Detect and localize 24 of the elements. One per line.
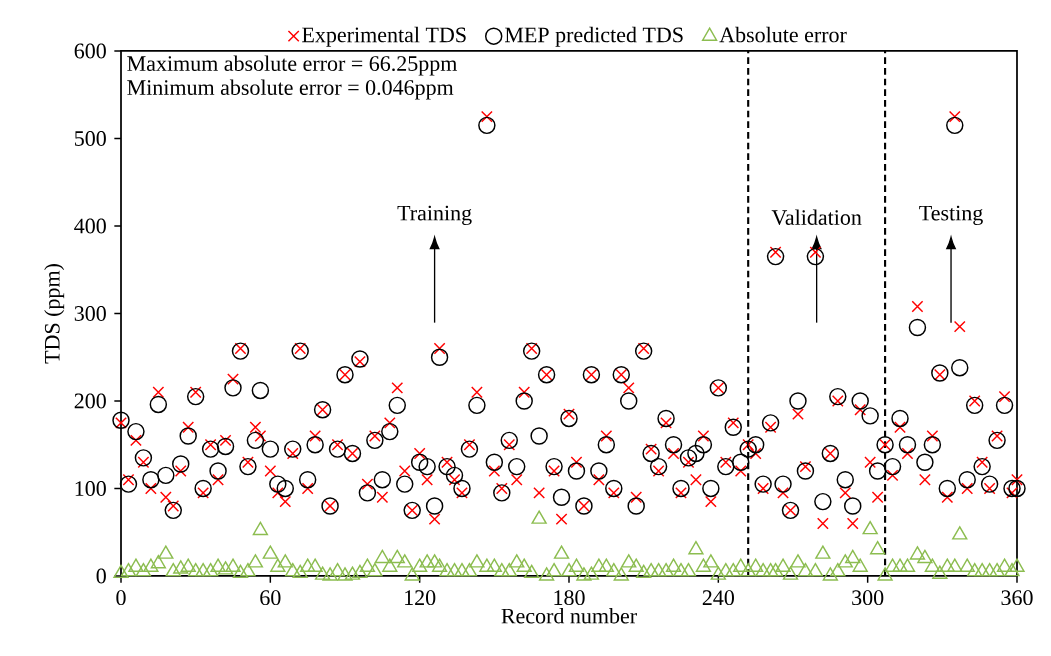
y-axis-title: TDS (ppm) xyxy=(44,264,65,364)
annotation: Testing xyxy=(919,205,983,226)
x-tick-label: 300 xyxy=(852,590,884,606)
annotation: Training xyxy=(397,205,472,226)
legend-label: Absolute error xyxy=(719,26,847,43)
annotation: Minimum absolute error = 0.046ppm xyxy=(127,79,454,100)
x-tick-label: 0 xyxy=(116,590,126,606)
annotation: Validation xyxy=(771,209,862,226)
x-axis-title: Record number xyxy=(501,608,637,624)
y-tick-label: 500 xyxy=(75,131,106,146)
y-tick-label: 300 xyxy=(74,306,106,321)
legend-label: MEP predicted TDS xyxy=(505,26,683,47)
y-tick-label: 600 xyxy=(74,43,106,59)
x-tick-label: 240 xyxy=(702,590,734,606)
x-tick-label: 360 xyxy=(1001,590,1033,606)
x-tick-label: 60 xyxy=(260,590,281,606)
y-tick-label: 100 xyxy=(75,481,106,496)
annotation: Maximum absolute error = 66.25ppm xyxy=(127,55,458,76)
y-tick-label: 0 xyxy=(96,568,106,584)
legend-label: Experimental TDS xyxy=(302,26,466,47)
y-tick-label: 200 xyxy=(74,393,106,409)
y-tick-label: 400 xyxy=(74,218,106,234)
x-tick-label: 120 xyxy=(405,590,436,606)
x-tick-label: 180 xyxy=(554,590,585,606)
